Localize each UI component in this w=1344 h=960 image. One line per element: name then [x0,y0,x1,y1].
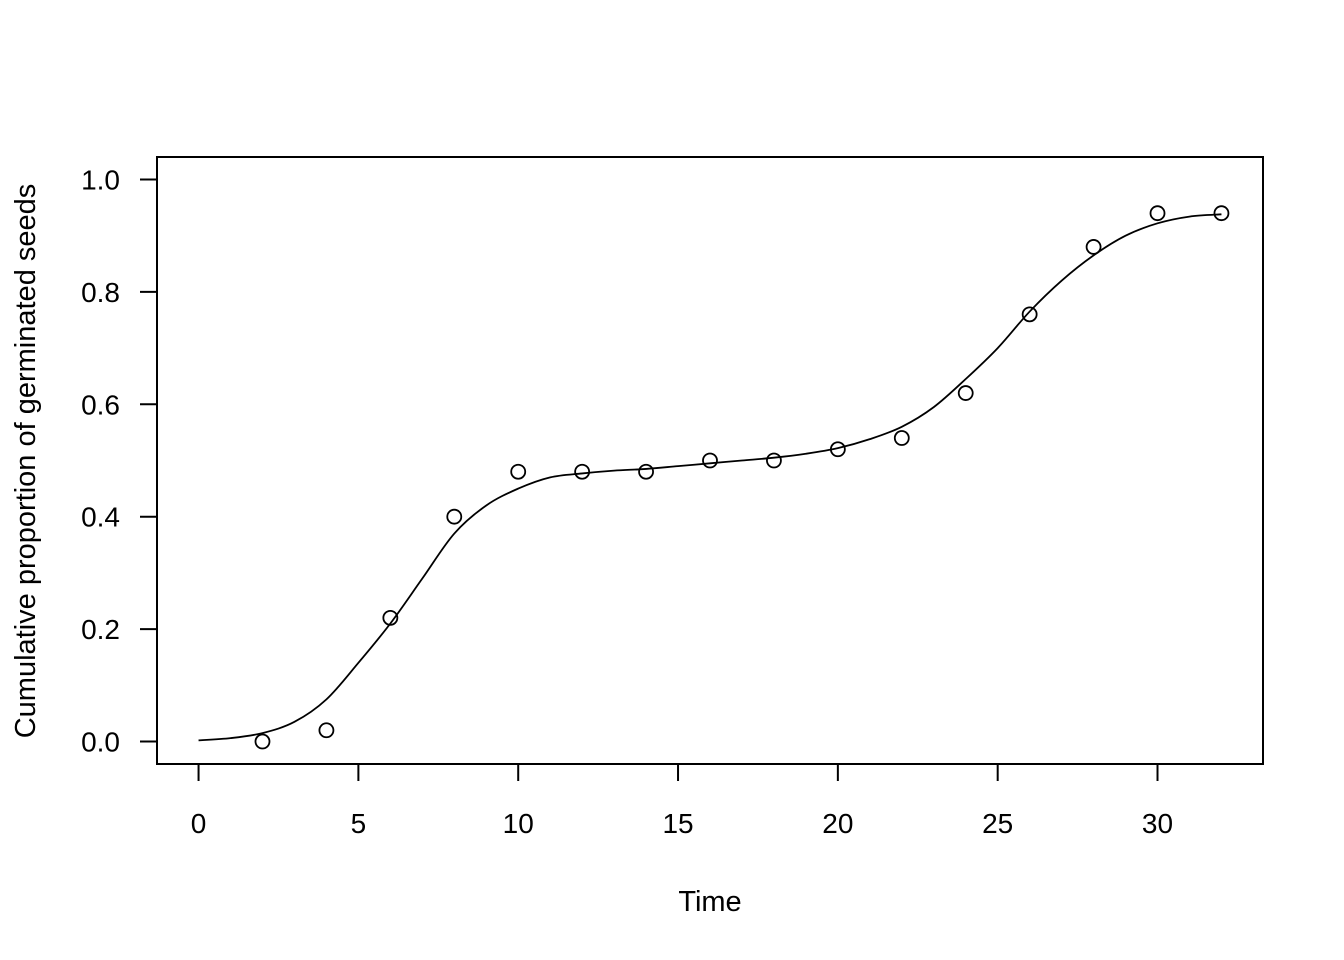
y-tick-label: 0.6 [81,389,120,420]
x-tick-label: 10 [503,808,534,839]
data-point [318,722,335,739]
x-tick-label: 25 [982,808,1013,839]
plot-frame [156,156,1264,765]
x-tick-label: 5 [351,808,367,839]
data-point [766,452,782,469]
data-points [254,205,1230,750]
data-point [702,452,718,469]
y-tick-label: 0.0 [81,727,120,758]
data-point [510,463,527,480]
data-point [1085,239,1102,255]
y-tick-label: 0.2 [81,614,120,645]
y-tick-label: 1.0 [81,164,120,195]
y-axis-label: Cumulative proportion of germinated seed… [10,184,42,739]
data-point [574,463,591,480]
x-tick-label: 30 [1142,808,1173,839]
data-point [893,430,910,446]
y-tick-label: 0.8 [81,277,120,308]
data-point [829,441,846,458]
x-tick-label: 0 [191,808,207,839]
data-point [382,609,399,626]
data-point [638,463,654,480]
data-point [446,508,463,525]
x-axis: 0 5 10 15 20 25 30 [191,763,1173,839]
data-point [1021,306,1038,323]
data-point [957,385,974,401]
data-point [1149,205,1166,222]
x-tick-label: 15 [662,808,693,839]
fitted-curve [198,213,1222,742]
data-point [254,733,271,750]
y-axis: 0.0 0.2 0.4 0.6 0.8 1.0 [81,164,158,758]
data-point [1213,205,1230,222]
y-tick-label: 0.4 [81,502,120,533]
x-tick-label: 20 [822,808,853,839]
x-axis-label: Time [678,886,741,918]
